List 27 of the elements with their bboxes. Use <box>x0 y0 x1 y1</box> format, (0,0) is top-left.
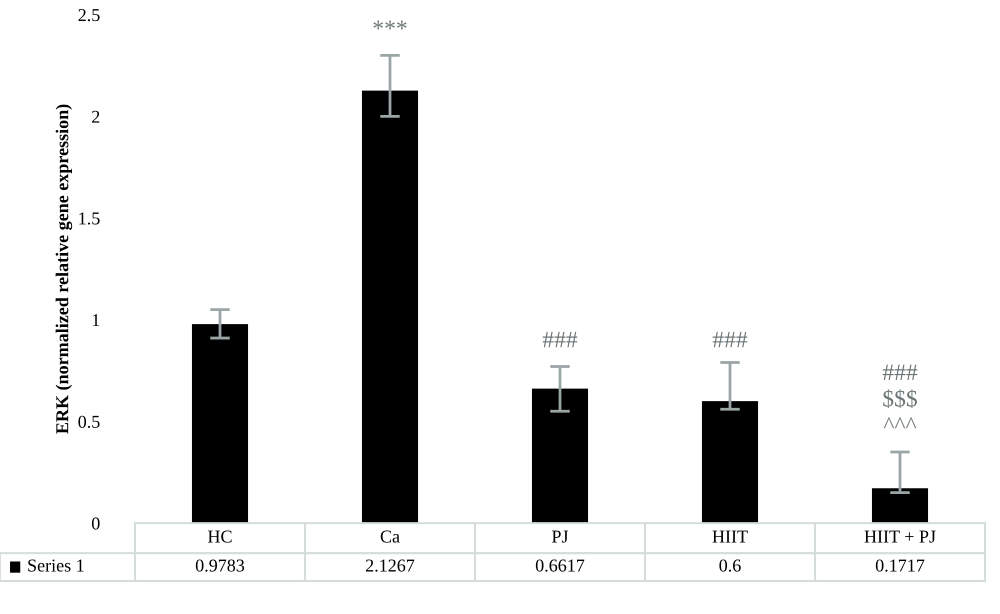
x-tick-label: HIIT <box>712 530 748 542</box>
annotation: ### $$$ ^^^ <box>882 364 918 428</box>
x-tick-label: HIIT + PJ <box>864 530 936 543</box>
x-tick-label: HC <box>208 530 232 543</box>
y-tick-label: 0.5 <box>78 416 100 428</box>
y-tick-label: 1.5 <box>79 212 100 225</box>
data-label: 0.9783 <box>196 559 244 572</box>
y-axis-title: ERK (normalized relative gene expression) <box>56 104 72 434</box>
bar <box>362 90 418 524</box>
annotation: *** <box>373 20 407 30</box>
data-label: 2.1267 <box>366 559 414 572</box>
x-tick-label: Ca <box>380 530 400 543</box>
annotation: ### <box>542 332 578 348</box>
y-tick-label: 2 <box>92 110 100 123</box>
y-tick-label: 0 <box>92 517 100 530</box>
bar <box>702 401 758 524</box>
bar <box>532 388 588 524</box>
y-tick-label: 2.5 <box>78 9 100 22</box>
legend-label: Series 1 <box>28 559 84 572</box>
bar <box>872 488 928 524</box>
data-label: 0.1717 <box>876 559 924 572</box>
data-label: 0.6 <box>719 559 741 572</box>
x-tick-label: PJ <box>552 530 568 543</box>
annotation: ### <box>712 332 748 348</box>
data-label: 0.6617 <box>536 559 584 572</box>
y-tick-label: 1 <box>92 314 100 326</box>
bar <box>192 324 248 524</box>
